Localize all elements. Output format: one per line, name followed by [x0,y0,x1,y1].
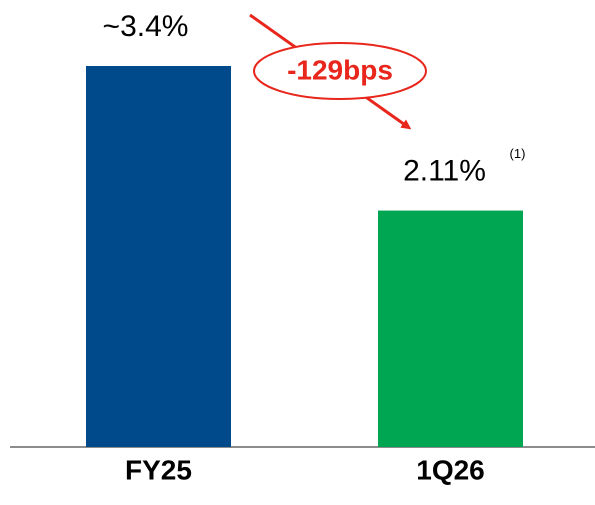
value-label: 2.11% [403,154,486,187]
footnote-marker: (1) [510,146,526,161]
value-label: ~3.4% [103,10,189,43]
bar [86,66,231,447]
annotation-ellipse [253,42,427,100]
annotation: -129bps [287,54,393,85]
x-tick-label: FY25 [125,454,192,485]
x-tick-label: 1Q26 [416,454,485,485]
bar [378,210,523,447]
